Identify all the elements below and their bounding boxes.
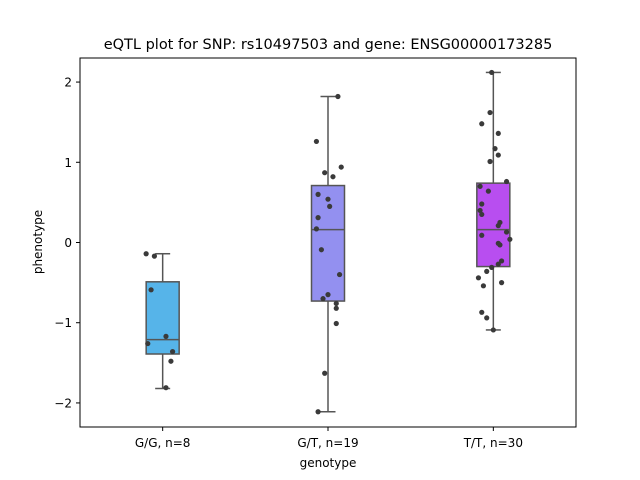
- data-point: [479, 121, 485, 127]
- data-point: [503, 229, 510, 235]
- data-point: [495, 223, 501, 229]
- data-point: [484, 268, 490, 274]
- data-point: [479, 211, 485, 218]
- data-point: [485, 188, 491, 194]
- data-point: [333, 300, 339, 307]
- chart-title: eQTL plot for SNP: rs10497503 and gene: …: [104, 37, 553, 53]
- y-tick-label: 1: [64, 156, 72, 170]
- data-point: [169, 348, 176, 355]
- data-point: [318, 247, 324, 253]
- y-tick-label: 2: [64, 76, 72, 90]
- data-point: [477, 183, 483, 189]
- data-point: [499, 280, 505, 286]
- box-group-1: [143, 251, 180, 391]
- data-point: [322, 170, 328, 176]
- data-point: [143, 251, 149, 257]
- x-tick-label: T/T, n=30: [463, 436, 523, 450]
- y-tick-label: 0: [64, 236, 72, 250]
- data-point: [489, 69, 495, 76]
- data-point: [327, 203, 333, 210]
- plot-area: [143, 69, 513, 415]
- y-axis-label: phenotype: [31, 210, 45, 274]
- data-point: [495, 130, 501, 137]
- data-point: [484, 315, 490, 321]
- data-point: [503, 178, 510, 185]
- data-point: [325, 292, 331, 298]
- data-point: [322, 370, 328, 376]
- data-point: [168, 358, 174, 364]
- data-point: [151, 253, 157, 259]
- data-point: [315, 409, 321, 415]
- data-point: [333, 320, 339, 327]
- data-point: [315, 215, 321, 221]
- data-point: [479, 232, 485, 238]
- data-point: [315, 191, 321, 197]
- data-point: [507, 236, 513, 242]
- x-tick-label: G/T, n=19: [297, 436, 358, 450]
- data-point: [145, 340, 151, 347]
- data-point: [489, 264, 495, 270]
- data-point: [320, 296, 326, 302]
- axes: G/G, n=8 G/T, n=19 T/T, n=30 −2 −1 0 1 2: [54, 76, 523, 450]
- data-point: [338, 164, 344, 170]
- iqr-box: [476, 182, 511, 268]
- box-group-2: [310, 93, 346, 415]
- data-point: [497, 242, 503, 248]
- data-point: [335, 93, 341, 100]
- data-point: [330, 174, 336, 180]
- data-point: [495, 152, 501, 158]
- data-point: [479, 201, 485, 207]
- data-point: [163, 385, 169, 391]
- iqr-box: [310, 184, 346, 302]
- data-point: [477, 207, 483, 214]
- iqr-box: [145, 281, 180, 355]
- data-point: [313, 138, 320, 145]
- data-point: [336, 271, 343, 278]
- data-point: [487, 109, 493, 116]
- data-point: [499, 258, 505, 264]
- data-point: [475, 275, 482, 281]
- data-point: [487, 158, 493, 165]
- data-point: [148, 287, 154, 293]
- data-point: [492, 146, 498, 152]
- data-point: [479, 309, 485, 315]
- data-point: [313, 226, 320, 232]
- data-point: [325, 196, 331, 202]
- data-point: [495, 261, 501, 267]
- data-point: [480, 283, 487, 289]
- y-tick-label: −1: [54, 316, 72, 330]
- data-point: [490, 327, 496, 333]
- x-axis-label: genotype: [300, 456, 357, 470]
- x-tick-label: G/G, n=8: [135, 436, 191, 450]
- box-group-3: [475, 69, 513, 333]
- y-tick-label: −2: [54, 396, 72, 410]
- data-point: [163, 333, 169, 339]
- data-point: [333, 305, 339, 311]
